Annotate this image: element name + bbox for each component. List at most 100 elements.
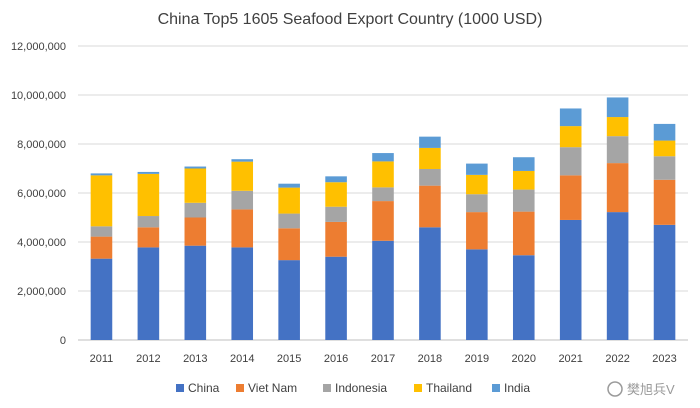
bar-china-2022 — [606, 212, 629, 340]
x-tick-label: 2014 — [230, 353, 254, 365]
bar-indonesia-2011 — [90, 226, 113, 237]
bar-indonesia-2022 — [606, 136, 629, 164]
bars — [90, 97, 676, 340]
bar-china-2016 — [325, 256, 347, 340]
bar-india-2014 — [231, 159, 254, 162]
chart-title: China Top5 1605 Seafood Export Country (… — [158, 11, 543, 28]
bar-stack-2021 — [559, 108, 582, 340]
bar-thailand-2016 — [325, 182, 347, 207]
bar-indonesia-2020 — [512, 189, 535, 212]
bar-china-2012 — [137, 247, 160, 340]
x-tick-label: 2018 — [418, 353, 442, 365]
bar-thailand-2019 — [466, 174, 488, 195]
x-tick-label: 2021 — [558, 353, 582, 365]
bar-indonesia-2018 — [419, 168, 441, 186]
bar-viet-nam-2017 — [372, 201, 394, 241]
bar-viet-nam-2016 — [325, 221, 347, 257]
bar-viet-nam-2013 — [184, 217, 207, 246]
bar-india-2012 — [137, 171, 160, 174]
bar-stack-2023 — [653, 123, 676, 340]
x-tick-label: 2013 — [183, 353, 207, 365]
y-tick-label: 12,000,000 — [11, 41, 66, 53]
bar-india-2020 — [512, 157, 535, 171]
legend-swatch — [176, 384, 184, 392]
bar-viet-nam-2021 — [559, 175, 582, 220]
legend-item: China — [176, 381, 220, 395]
x-tick-label: 2019 — [465, 353, 489, 365]
legend-label: Thailand — [426, 381, 472, 395]
bar-stack-2013 — [184, 166, 207, 340]
watermark: 樊旭兵V — [607, 381, 675, 397]
bar-india-2015 — [278, 183, 300, 188]
bar-stack-2017 — [372, 153, 394, 340]
bar-china-2011 — [90, 258, 113, 340]
x-tick-label: 2015 — [277, 353, 301, 365]
bar-viet-nam-2023 — [653, 179, 676, 225]
bar-china-2018 — [419, 227, 441, 340]
x-tick-label: 2017 — [371, 353, 395, 365]
y-tick-label: 6,000,000 — [17, 188, 66, 200]
bar-viet-nam-2012 — [137, 227, 160, 248]
bar-viet-nam-2018 — [419, 185, 441, 228]
legend-swatch — [414, 384, 422, 392]
bar-thailand-2021 — [559, 126, 582, 148]
legend-swatch — [236, 384, 244, 392]
bar-india-2016 — [325, 176, 347, 183]
bar-stack-2016 — [325, 176, 347, 340]
bar-indonesia-2016 — [325, 206, 347, 222]
x-tick-label: 2020 — [512, 353, 536, 365]
bar-indonesia-2013 — [184, 202, 207, 218]
bar-china-2023 — [653, 224, 676, 340]
legend-label: Indonesia — [335, 381, 387, 395]
bar-stack-2022 — [606, 97, 629, 340]
y-tick-label: 8,000,000 — [17, 139, 66, 151]
x-tick-label: 2012 — [136, 353, 160, 365]
bar-viet-nam-2011 — [90, 236, 113, 259]
bar-stack-2018 — [419, 136, 441, 340]
y-tick-label: 2,000,000 — [17, 286, 66, 298]
bar-india-2021 — [559, 108, 582, 127]
bar-thailand-2017 — [372, 161, 394, 188]
legend-label: China — [188, 381, 220, 395]
x-tick-label: 2022 — [605, 353, 629, 365]
bar-indonesia-2023 — [653, 156, 676, 180]
bar-viet-nam-2019 — [466, 212, 488, 250]
bar-china-2021 — [559, 219, 582, 340]
bar-stack-2019 — [466, 163, 488, 340]
bar-india-2022 — [606, 97, 629, 118]
legend-label: India — [504, 381, 530, 395]
bar-stack-2012 — [137, 171, 160, 340]
bar-viet-nam-2015 — [278, 228, 300, 261]
bar-viet-nam-2014 — [231, 209, 254, 248]
x-tick-label: 2011 — [90, 353, 114, 365]
bar-thailand-2011 — [90, 175, 113, 227]
legend-item: Indonesia — [323, 381, 387, 395]
legend-swatch — [323, 384, 331, 392]
y-tick-label: 4,000,000 — [17, 237, 66, 249]
x-tick-label: 2023 — [652, 353, 676, 365]
bar-thailand-2022 — [606, 117, 629, 137]
bar-indonesia-2021 — [559, 147, 582, 176]
bar-china-2015 — [278, 260, 300, 340]
legend-item: India — [492, 381, 530, 395]
bar-china-2013 — [184, 245, 207, 340]
bar-thailand-2014 — [231, 161, 254, 191]
bar-thailand-2015 — [278, 187, 300, 214]
bar-thailand-2023 — [653, 140, 676, 157]
legend-swatch — [492, 384, 500, 392]
bar-indonesia-2019 — [466, 194, 488, 213]
bar-india-2023 — [653, 123, 676, 141]
bar-thailand-2013 — [184, 168, 207, 203]
bar-india-2019 — [466, 163, 488, 175]
bar-indonesia-2012 — [137, 216, 160, 228]
legend-label: Viet Nam — [248, 381, 297, 395]
bar-india-2011 — [90, 173, 113, 176]
legend-item: Thailand — [414, 381, 472, 395]
bar-indonesia-2015 — [278, 213, 300, 229]
watermark-text: 樊旭兵V — [627, 382, 675, 397]
bar-china-2020 — [512, 255, 535, 340]
x-tick-label: 2016 — [324, 353, 348, 365]
bar-china-2014 — [231, 247, 254, 340]
bar-stack-2020 — [512, 157, 535, 340]
